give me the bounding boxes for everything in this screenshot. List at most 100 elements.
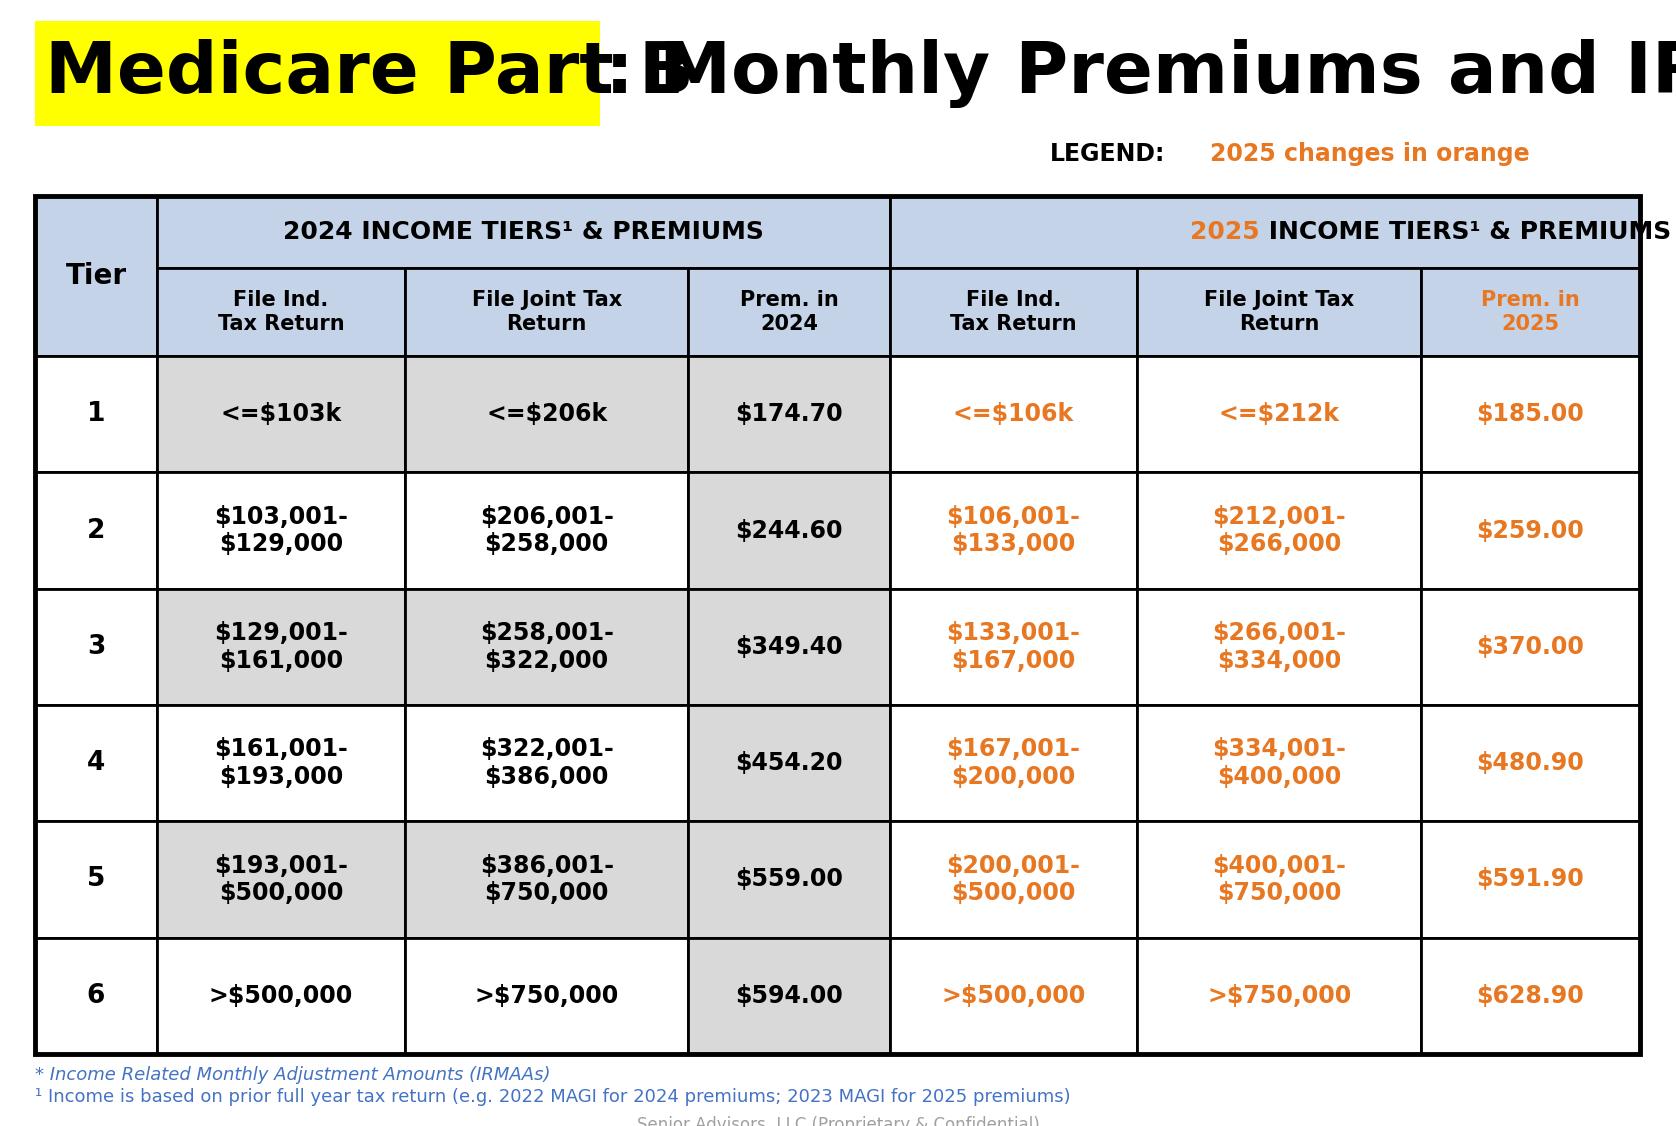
Text: $206,001-
$258,000: $206,001- $258,000 [479, 504, 613, 556]
Text: $200,001-
$500,000: $200,001- $500,000 [947, 854, 1081, 905]
Text: 4: 4 [87, 750, 106, 776]
Bar [158, 356, 406, 472]
Text: 5: 5 [87, 867, 106, 893]
Bar [890, 472, 1138, 589]
Text: <=$106k: <=$106k [954, 402, 1074, 426]
Text: >$500,000: >$500,000 [942, 984, 1086, 1008]
Bar [689, 705, 890, 821]
Bar [1421, 589, 1641, 705]
Bar [890, 196, 1641, 268]
Text: $386,001-
$750,000: $386,001- $750,000 [479, 854, 613, 905]
Text: $349.40: $349.40 [736, 635, 843, 659]
Text: 1: 1 [87, 401, 106, 427]
Bar [1138, 705, 1421, 821]
Bar [35, 472, 158, 589]
Text: $400,001-
$750,000: $400,001- $750,000 [1212, 854, 1346, 905]
Bar [689, 268, 890, 356]
Bar [158, 821, 406, 938]
Bar [1421, 821, 1641, 938]
Bar [1138, 821, 1421, 938]
Bar [1421, 472, 1641, 589]
Bar [890, 589, 1138, 705]
Bar [890, 705, 1138, 821]
Text: ¹ Income is based on prior full year tax return (e.g. 2022 MAGI for 2024 premium: ¹ Income is based on prior full year tax… [35, 1088, 1071, 1106]
Text: 2025: 2025 [1190, 220, 1260, 244]
Text: File Ind.
Tax Return: File Ind. Tax Return [950, 291, 1076, 333]
Text: $212,001-
$266,000: $212,001- $266,000 [1212, 504, 1346, 556]
Bar [406, 268, 689, 356]
Bar [689, 356, 890, 472]
Text: $133,001-
$167,000: $133,001- $167,000 [947, 620, 1081, 672]
Text: 2: 2 [87, 518, 106, 544]
Text: $103,001-
$129,000: $103,001- $129,000 [215, 504, 349, 556]
Text: 6: 6 [87, 983, 106, 1009]
Bar [406, 589, 689, 705]
Bar [1421, 268, 1641, 356]
Text: Prem. in
2024: Prem. in 2024 [739, 291, 838, 333]
Bar [1138, 356, 1421, 472]
Bar [406, 705, 689, 821]
Bar [1138, 472, 1421, 589]
Text: $167,001-
$200,000: $167,001- $200,000 [947, 738, 1081, 789]
Bar [158, 589, 406, 705]
Text: 2024 INCOME TIERS¹ & PREMIUMS: 2024 INCOME TIERS¹ & PREMIUMS [283, 220, 764, 244]
Bar [158, 705, 406, 821]
Bar [35, 356, 158, 472]
Text: 2025 changes in orange: 2025 changes in orange [1210, 142, 1530, 166]
Bar [35, 821, 158, 938]
Text: $370.00: $370.00 [1477, 635, 1584, 659]
Bar [689, 938, 890, 1054]
Bar [35, 589, 158, 705]
FancyBboxPatch shape [35, 21, 600, 126]
Bar [890, 821, 1138, 938]
Text: Senior Advisors, LLC (Proprietary & Confidential): Senior Advisors, LLC (Proprietary & Conf… [637, 1116, 1039, 1126]
Bar [406, 356, 689, 472]
Text: >$500,000: >$500,000 [210, 984, 354, 1008]
Bar [689, 472, 890, 589]
Text: Tier: Tier [65, 262, 127, 291]
Bar [1421, 356, 1641, 472]
Text: : Monthly Premiums and IRMAA*: : Monthly Premiums and IRMAA* [605, 39, 1676, 108]
Text: <=$103k: <=$103k [220, 402, 342, 426]
Text: $244.60: $244.60 [736, 518, 843, 543]
Text: $185.00: $185.00 [1477, 402, 1584, 426]
Text: $266,001-
$334,000: $266,001- $334,000 [1212, 620, 1346, 672]
Bar [1138, 938, 1421, 1054]
Text: File Joint Tax
Return: File Joint Tax Return [1203, 291, 1354, 333]
Text: * Income Related Monthly Adjustment Amounts (IRMAAs): * Income Related Monthly Adjustment Amou… [35, 1066, 550, 1084]
Text: LEGEND:: LEGEND: [1049, 142, 1165, 166]
Text: $193,001-
$500,000: $193,001- $500,000 [215, 854, 349, 905]
Text: <=$212k: <=$212k [1218, 402, 1339, 426]
Bar [890, 356, 1138, 472]
Bar [1138, 268, 1421, 356]
Bar [35, 196, 158, 356]
Bar [689, 821, 890, 938]
Text: $174.70: $174.70 [736, 402, 843, 426]
Bar [406, 821, 689, 938]
Bar [1138, 589, 1421, 705]
Text: 3: 3 [87, 634, 106, 660]
Bar [1421, 705, 1641, 821]
Text: Medicare Part B: Medicare Part B [45, 39, 694, 108]
Text: $480.90: $480.90 [1477, 751, 1584, 775]
Bar [158, 268, 406, 356]
Bar [1421, 938, 1641, 1054]
Text: <=$206k: <=$206k [486, 402, 607, 426]
Bar [406, 472, 689, 589]
Bar [689, 589, 890, 705]
Text: $628.90: $628.90 [1477, 984, 1584, 1008]
Bar [890, 938, 1138, 1054]
Text: $322,001-
$386,000: $322,001- $386,000 [479, 738, 613, 789]
Text: Prem. in
2025: Prem. in 2025 [1482, 291, 1580, 333]
Text: $259.00: $259.00 [1477, 518, 1584, 543]
Text: $454.20: $454.20 [736, 751, 843, 775]
Text: File Joint Tax
Return: File Joint Tax Return [471, 291, 622, 333]
Text: File Ind.
Tax Return: File Ind. Tax Return [218, 291, 344, 333]
Bar [406, 938, 689, 1054]
Text: $334,001-
$400,000: $334,001- $400,000 [1212, 738, 1346, 789]
Text: $591.90: $591.90 [1477, 867, 1584, 892]
Bar [158, 472, 406, 589]
Text: >$750,000: >$750,000 [474, 984, 618, 1008]
Text: $106,001-
$133,000: $106,001- $133,000 [947, 504, 1081, 556]
Bar [158, 938, 406, 1054]
